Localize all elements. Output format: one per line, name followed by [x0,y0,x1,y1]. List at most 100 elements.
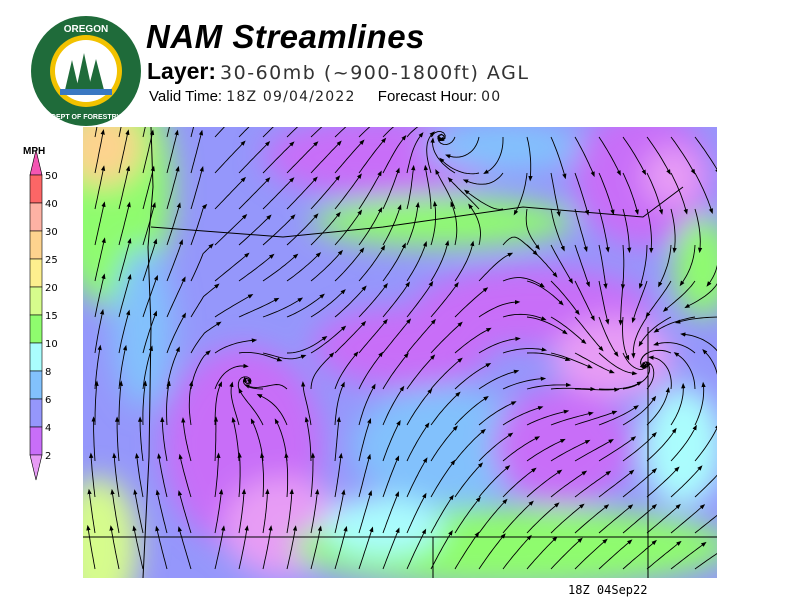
streamline [238,127,250,138]
streamline [214,363,249,390]
streamline [284,452,289,498]
streamline [646,427,677,462]
streamline [142,201,156,246]
streamline [670,208,677,254]
streamline [574,136,595,178]
streamline [358,417,372,462]
streamline [238,140,271,174]
layer-value: 30-60mb (~900-1800ft) AGL [220,62,530,84]
streamline [262,488,270,534]
streamline [550,352,593,369]
streamline [177,490,192,534]
streamline [646,503,681,534]
streamline [242,376,264,390]
timestamp: 18Z 04Sep22 [568,583,648,597]
streamline [478,498,508,534]
streamline [214,214,248,246]
streamline [483,137,504,175]
streamline [304,416,312,462]
streamline [238,253,275,282]
legend-label: 40 [45,199,58,210]
streamline [622,431,657,462]
streamline [478,401,517,426]
streamline [406,127,419,138]
time-line: Valid Time: 18Z 09/04/2022 Forecast Hour… [149,88,501,105]
streamline [598,469,635,498]
streamline [526,409,570,426]
streamline [694,514,717,534]
legend-label: 15 [45,311,58,322]
streamline [454,240,475,282]
streamline [670,172,688,215]
streamline [454,363,492,390]
streamline [430,357,463,390]
streamline [430,425,458,462]
streamline [334,489,346,534]
streamline [646,172,664,215]
streamline [286,141,319,174]
streamline [166,276,186,318]
streamline [178,453,192,498]
streamline [598,405,639,426]
streamline [550,208,565,252]
streamline [310,211,341,246]
legend-label: 30 [45,227,58,238]
streamline [406,457,428,498]
streamline [646,466,680,498]
streamline [430,240,450,282]
streamline [430,391,461,426]
streamline [423,164,432,210]
streamline [166,165,180,210]
streamline [382,385,405,426]
streamline [181,417,192,462]
streamline [550,244,573,284]
legend-swatch [29,314,43,344]
streamline [622,503,657,534]
streamline [430,282,459,318]
streamline [91,416,96,462]
streamline [670,424,697,462]
streamline [358,526,374,570]
streamline [550,316,587,345]
streamline [213,416,219,462]
streamline [478,369,520,390]
streamline [706,264,717,287]
streamline [622,468,658,498]
legend-label: 25 [45,255,58,266]
streamline [454,531,480,570]
streamline [190,283,220,318]
streamline [502,406,544,426]
streamline [214,525,226,570]
streamline [238,214,272,246]
streamline [526,438,566,462]
streamline [286,293,325,318]
streamline [382,455,400,498]
streamline [574,208,588,253]
streamline [620,244,626,290]
streamline [262,352,307,360]
streamline [190,321,222,354]
streamline [502,467,537,498]
streamline [358,453,371,498]
streamline [262,177,295,210]
streamline [526,316,568,335]
streamline [598,280,610,325]
streamline [430,200,438,246]
streamline [142,127,146,138]
streamline [631,316,648,359]
streamline [94,129,105,174]
streamline [598,436,637,462]
streamline [382,527,400,570]
legend-label: 4 [45,423,51,434]
streamline [598,208,610,253]
streamline [358,206,383,246]
streamline [598,244,608,290]
legend-label: 6 [45,395,51,406]
streamline [334,139,365,174]
streamline [229,381,240,426]
streamline [653,316,696,333]
streamline [454,287,489,318]
streamline [262,127,274,138]
streamline [137,416,144,462]
streamline [262,297,304,318]
